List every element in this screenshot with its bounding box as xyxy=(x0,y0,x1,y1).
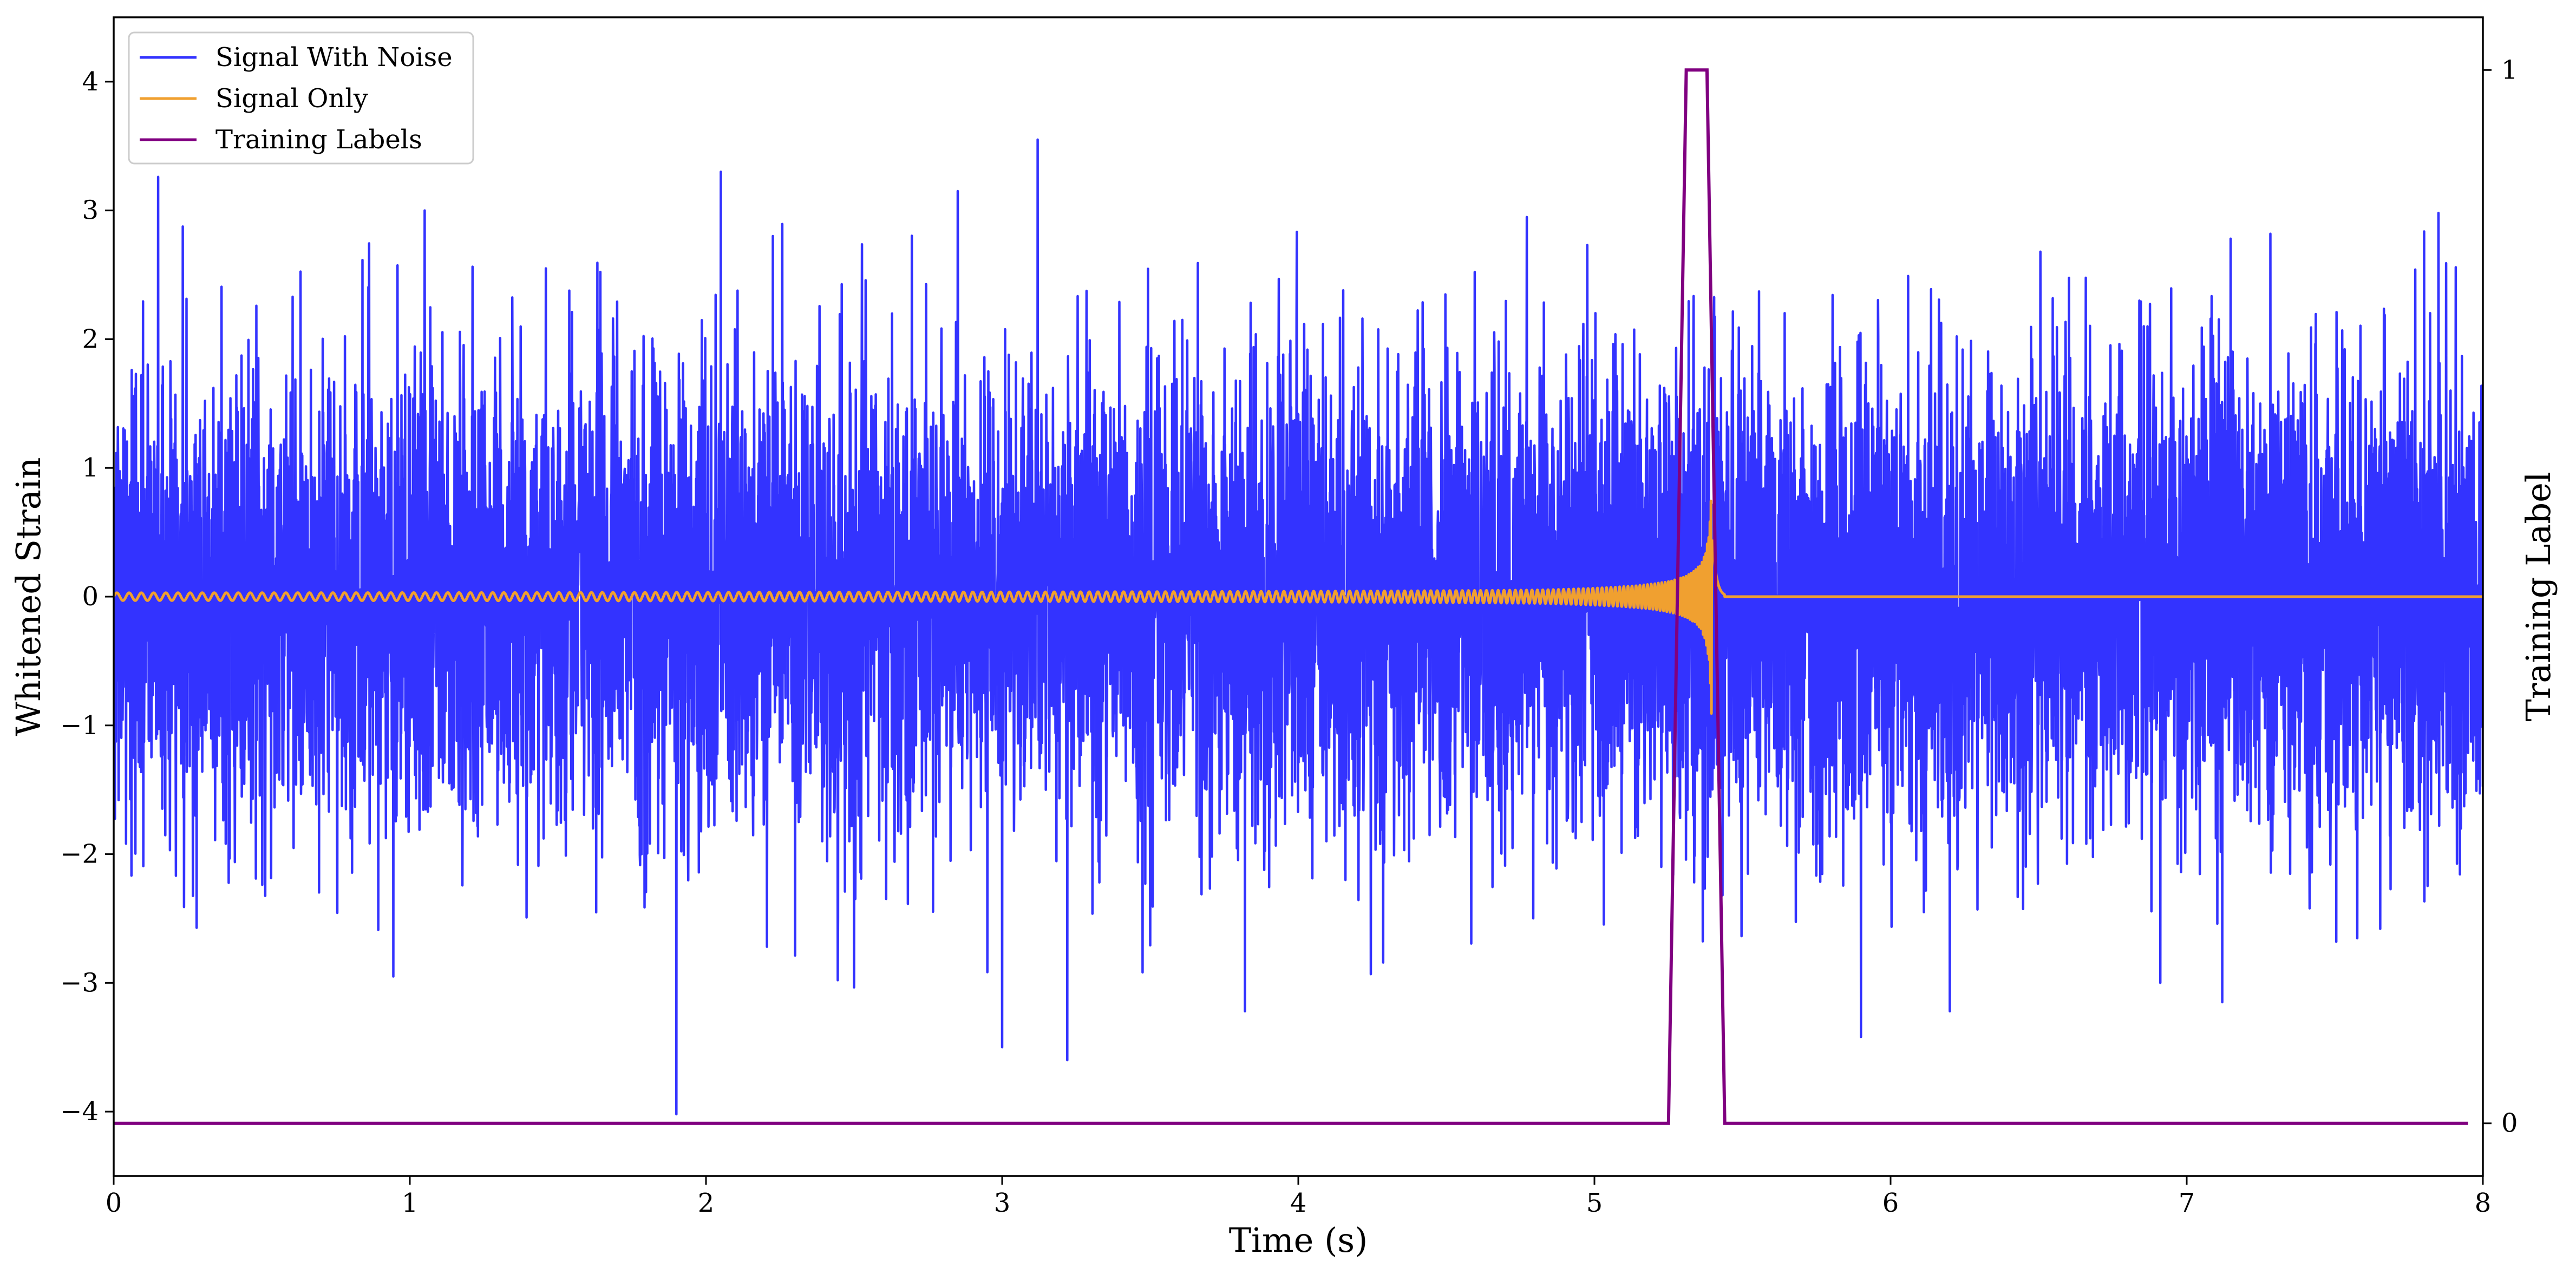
x-tick-label: 7 xyxy=(2179,1188,2195,1218)
x-axis: 0 1 2 3 4 5 6 7 8 xyxy=(106,1176,2492,1218)
y-tick-label: 3 xyxy=(82,195,99,226)
y-axis-left-title: Whitened Strain xyxy=(9,458,48,736)
x-axis-title: Time (s) xyxy=(1229,1220,1368,1260)
y-axis-left: −4 −3 −2 −1 0 1 2 3 4 xyxy=(60,67,114,1127)
plot-area xyxy=(114,68,2483,1125)
x-tick-label: 3 xyxy=(994,1188,1011,1218)
y-tick-label: 4 xyxy=(82,67,99,97)
legend-label-signal-with-noise: Signal With Noise xyxy=(215,42,453,73)
x-tick-label: 2 xyxy=(698,1188,715,1218)
training-labels-line xyxy=(114,68,2468,1125)
y-tick-label: −1 xyxy=(60,710,99,741)
legend-frame xyxy=(128,31,474,165)
x-tick-label: 6 xyxy=(1882,1188,1899,1218)
y-axis-right: 01 xyxy=(2483,55,2518,1139)
y-tick-label: 0 xyxy=(82,582,99,612)
legend-label-signal-only: Signal Only xyxy=(215,83,368,114)
y-tick-label: 1 xyxy=(82,453,99,483)
y2-tick-label: 0 xyxy=(2501,1108,2518,1139)
x-tick-label: 5 xyxy=(1586,1188,1603,1218)
y-tick-label: 2 xyxy=(82,324,99,354)
y-tick-label: −2 xyxy=(60,839,99,870)
x-tick-label: 0 xyxy=(106,1188,122,1218)
y-axis-right-title: Training Label xyxy=(2519,472,2558,721)
y-tick-label: −3 xyxy=(60,968,99,998)
x-tick-label: 4 xyxy=(1290,1188,1307,1218)
legend-label-training-labels: Training Labels xyxy=(215,125,422,155)
legend: Signal With Noise Signal Only Training L… xyxy=(128,31,474,165)
x-tick-label: 1 xyxy=(402,1188,419,1218)
x-tick-label: 8 xyxy=(2475,1188,2492,1218)
signal-only-line xyxy=(114,499,2483,715)
signal-with-noise-line xyxy=(114,138,2483,1116)
y2-tick-label: 1 xyxy=(2501,55,2518,85)
y-tick-label: −4 xyxy=(60,1096,99,1127)
